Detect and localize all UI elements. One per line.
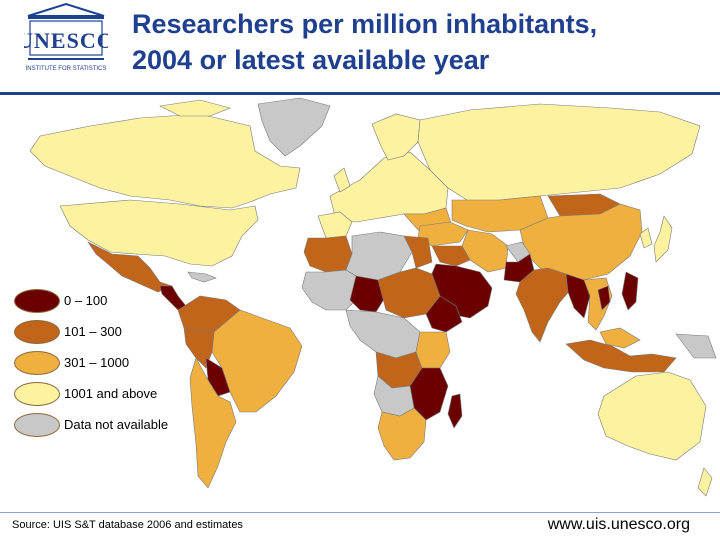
legend-swatch [14,382,60,406]
page-title: Researchers per million inhabitants, 200… [132,6,712,78]
header-divider [0,92,720,95]
svg-text:INSTITUTE FOR STATISTICS: INSTITUTE FOR STATISTICS [26,66,107,72]
vietnam-laos [597,285,611,311]
header: UNESCO INSTITUTE FOR STATISTICS Research… [0,0,720,92]
india [515,267,573,343]
greenland [257,97,331,157]
source-note: Source: UIS S&T database 2006 and estima… [12,519,243,531]
iran [461,229,509,273]
legend-item: 1001 and above [14,379,204,410]
legend-item: 101 – 300 [14,317,204,348]
legend-item: 301 – 1000 [14,348,204,379]
legend-swatch [14,289,60,313]
east-africa [415,331,451,369]
caribbean [187,271,217,283]
title-line-1: Researchers per million inhabitants, [132,9,598,39]
legend-label: 301 – 1000 [64,355,130,370]
website-url: www.uis.unesco.org [547,516,690,533]
egypt [403,235,433,269]
arctic-islands [159,99,231,117]
legend-swatch [14,413,60,437]
malaysia-borneo [599,327,641,349]
australia [597,371,707,461]
title-line-2: 2004 or latest available year [132,45,490,75]
legend-label: 101 – 300 [64,324,122,339]
scandinavia [371,113,421,161]
southern-africa [377,407,427,461]
world-map [29,97,717,497]
indonesia [565,339,677,373]
legend-label: 0 – 100 [64,293,108,308]
bolivia-paraguay [205,357,231,397]
argentina-chile [189,357,237,489]
svg-text:UNESCO: UNESCO [24,28,108,53]
madagascar [447,393,463,429]
legend-item: Data not available [14,410,204,441]
united-states [59,199,259,267]
korea [639,227,653,249]
canada [29,113,301,209]
philippines [621,271,639,311]
new-zealand [697,467,713,497]
map-legend: 0 – 100 101 – 300 301 – 1000 1001 and ab… [14,286,204,441]
legend-item: 0 – 100 [14,286,204,317]
uk [333,167,351,193]
iberia [317,211,353,239]
brazil [211,309,303,413]
ethiopia [425,295,463,333]
west-africa [301,269,361,311]
footer-divider [0,512,720,513]
legend-label: 1001 and above [64,386,158,401]
iraq-levant [431,245,471,267]
japan [653,215,673,263]
north-africa-west [303,235,353,273]
papua [675,333,717,359]
legend-label: Data not available [64,417,169,432]
unesco-logo: UNESCO INSTITUTE FOR STATISTICS [24,2,108,72]
legend-swatch [14,320,60,344]
legend-swatch [14,351,60,375]
russia [417,103,701,203]
